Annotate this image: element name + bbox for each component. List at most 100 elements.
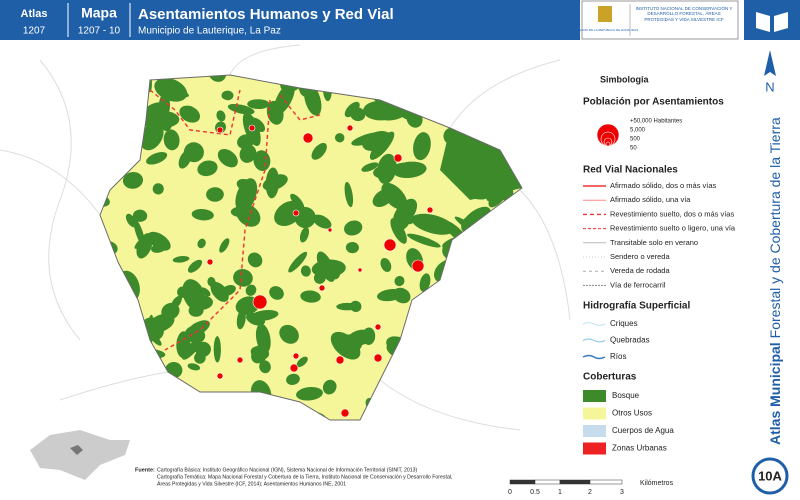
- logo-emblem: [598, 6, 612, 22]
- cover-label: Cuerpos de Agua: [612, 426, 674, 435]
- forest-patch: [388, 162, 425, 177]
- subtitle: Municipio de Lauterique, La Paz: [138, 26, 281, 37]
- forest-patch: [246, 312, 266, 326]
- settlement: [292, 352, 300, 360]
- road-label: Transitable solo en verano: [610, 238, 698, 247]
- settlement: [373, 353, 383, 363]
- forest-patch: [245, 284, 257, 296]
- forest-patch: [259, 360, 271, 374]
- legend-heading: Coberturas: [583, 372, 637, 383]
- title: Asentamientos Humanos y Red Vial: [138, 6, 394, 23]
- road-label: Revestimiento suelto o ligero, una vía: [610, 224, 736, 233]
- settlement: [252, 294, 268, 310]
- size-label: 50: [630, 146, 637, 152]
- settlement: [393, 153, 403, 163]
- boundary: [99, 74, 523, 421]
- forest-patch: [158, 83, 190, 98]
- forest-patch: [176, 331, 191, 358]
- map-number: 1207 - 10: [78, 26, 121, 37]
- forest-patch: [186, 320, 210, 337]
- forest-patch: [200, 287, 211, 297]
- forest-patch: [376, 288, 404, 302]
- settlement: [340, 408, 350, 418]
- forest-patch: [233, 269, 253, 287]
- forest-patch: [269, 286, 284, 300]
- road-label: Sendero o vereda: [610, 252, 670, 261]
- hydro-symbol: [582, 322, 606, 326]
- scale-unit: Kilómetros: [640, 480, 674, 487]
- forest-patch: [197, 238, 206, 249]
- legend-title: Simbología: [600, 74, 649, 84]
- cover-swatch: [583, 425, 606, 437]
- header-bar: [0, 0, 580, 40]
- forest-patch: [411, 213, 455, 235]
- forest-patch: [253, 150, 271, 171]
- logo-right-box: INSTITUTO NACIONAL DE CONSERVACIÓN Y DES…: [635, 6, 733, 22]
- forest-patch: [274, 200, 303, 227]
- logo-right: INSTITUTO NACIONAL DE CONSERVACIÓN Y DES…: [635, 6, 733, 22]
- forest-patch: [380, 257, 392, 272]
- forest-patch: [219, 238, 230, 253]
- forest-patch: [197, 160, 218, 177]
- forest-patch: [191, 295, 213, 310]
- country-locator: [30, 430, 130, 480]
- settlement: [289, 363, 299, 373]
- settlement: [216, 372, 224, 380]
- road-label: Afirmado sólido, dos o más vías: [610, 181, 717, 190]
- forest-patch: [191, 209, 214, 221]
- forest-patch: [187, 363, 201, 371]
- scale-segment: [559, 479, 591, 485]
- size-label: +50,000 Habitantes: [630, 119, 682, 125]
- forest-patch: [300, 290, 321, 303]
- forest-patch: [369, 131, 395, 160]
- forest-patch: [394, 275, 405, 287]
- road-label: Vereda de rodada: [610, 266, 670, 275]
- badge-label: 10A: [758, 468, 782, 483]
- hydro-label: Quebradas: [610, 336, 650, 345]
- forest-patch: [350, 300, 362, 313]
- context-lines: [0, 44, 571, 431]
- legend: Simbología Población por Asentamientos +50…: [582, 74, 736, 455]
- forest-patch: [344, 101, 360, 118]
- forest-patch: [296, 356, 308, 368]
- forest-patch: [236, 309, 246, 330]
- forest-patch: [351, 132, 385, 146]
- forest-patch: [227, 103, 255, 115]
- settlement: [206, 258, 214, 266]
- forest-patch: [125, 213, 137, 228]
- forest-patch: [290, 193, 305, 210]
- forest-patch: [312, 214, 332, 229]
- forest-patch: [344, 181, 354, 208]
- legend-heading: Población por Asentamientos: [583, 97, 724, 108]
- forest-patch: [151, 243, 167, 253]
- forest-patch: [419, 273, 431, 292]
- source-line: Cartografía Básica: Instituto Geográfico…: [157, 467, 418, 473]
- cover-swatch: [583, 407, 606, 420]
- forest-patch: [334, 133, 345, 143]
- forest-patch: [179, 105, 201, 123]
- forest-patch: [300, 265, 311, 277]
- source-line: Cartografía Temática: Mapa Nacional Fore…: [157, 474, 452, 480]
- forest-patch: [311, 142, 327, 160]
- settlement: [302, 132, 314, 144]
- forest-patch: [262, 174, 288, 191]
- settlements: [206, 124, 434, 418]
- forest-patch: [296, 386, 323, 401]
- settlement: [346, 124, 354, 132]
- settlement: [236, 356, 244, 364]
- forest-patch: [172, 256, 190, 263]
- legend-heading: Hidrografía Superficial: [583, 301, 690, 312]
- north-label: N: [765, 79, 774, 94]
- forest-patch: [230, 206, 255, 218]
- hydro-symbol: [582, 354, 606, 360]
- forest-patch: [363, 100, 399, 121]
- forest-patch: [146, 151, 168, 165]
- forest-patch: [406, 233, 441, 248]
- forest-patch: [279, 324, 299, 344]
- book-icon: [756, 12, 788, 32]
- settlement: [216, 126, 224, 134]
- scale-tick: 0.5: [530, 489, 540, 496]
- settlement: [318, 284, 326, 292]
- forest-patch: [210, 281, 229, 302]
